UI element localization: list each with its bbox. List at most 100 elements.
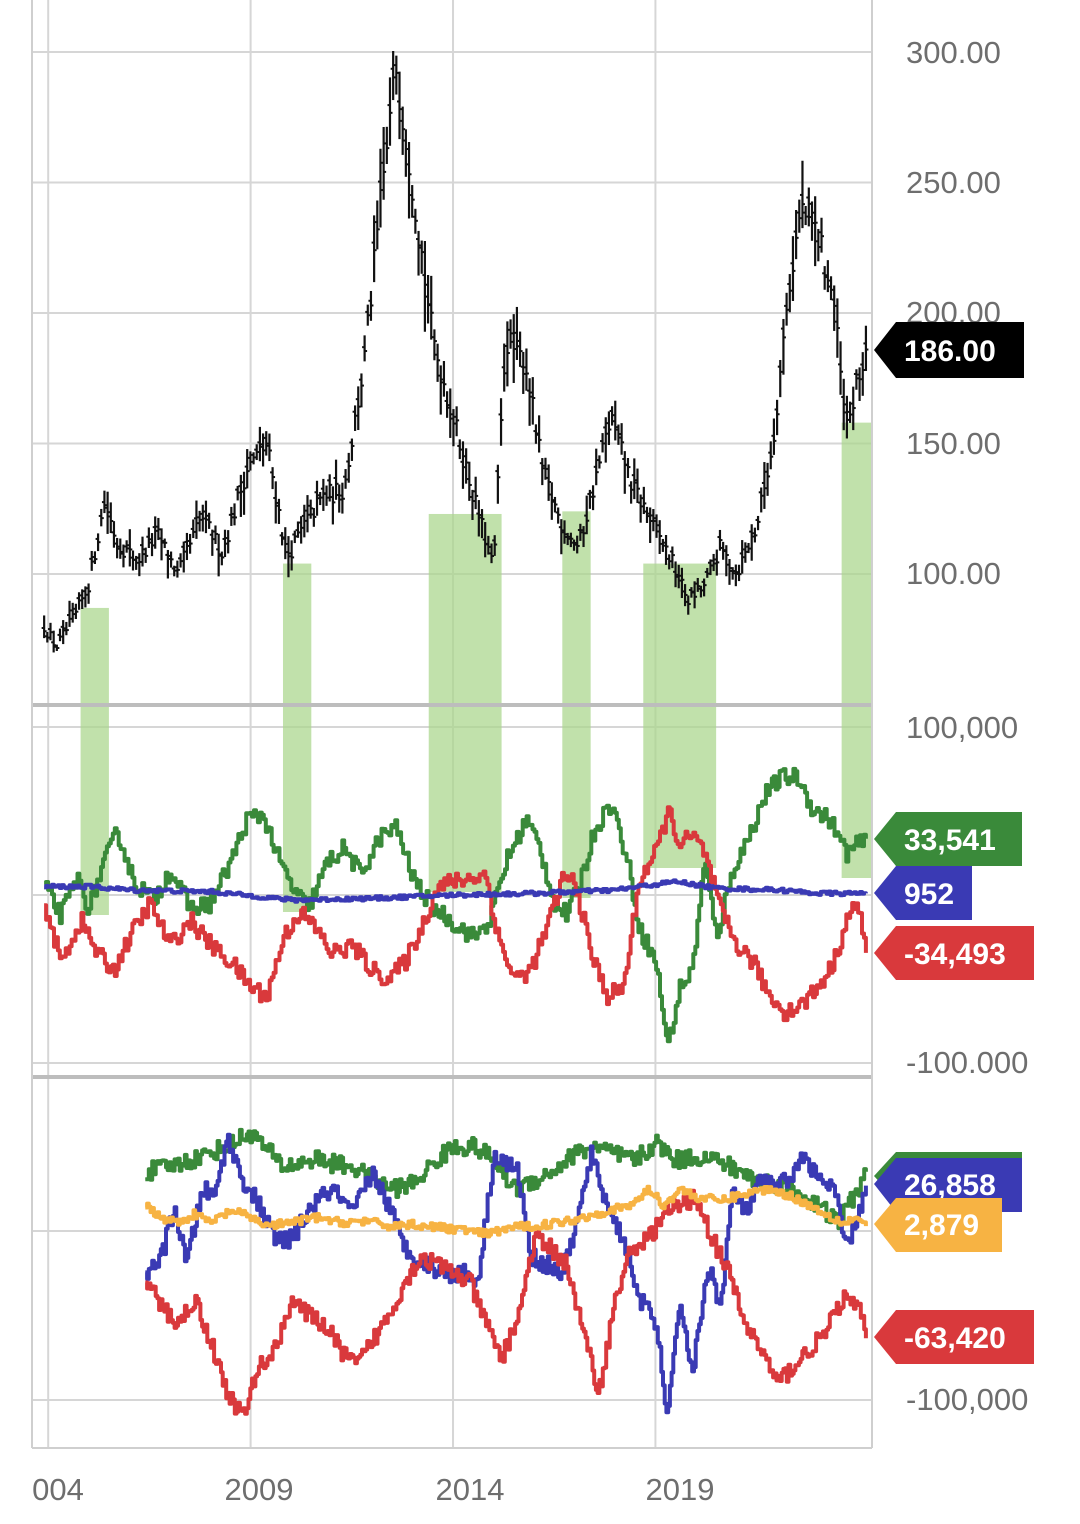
price-bar [67,600,73,627]
price-bar [425,275,431,324]
price-bar [444,391,450,418]
price-bar [124,540,130,553]
price-bar [517,331,523,367]
price-bar [105,491,111,534]
price-bar [546,464,552,501]
price-bar [530,377,536,425]
price-bar [51,630,57,653]
panel1-blue-last-tag: 952 [874,866,972,920]
net-position-lines [44,766,868,1416]
price-bar [644,506,650,523]
price-bar [815,228,821,262]
panel2-red-series [145,1188,868,1416]
price-bar [232,503,238,526]
price-bar [473,476,479,510]
price-bar [266,433,272,462]
price-bar [768,441,774,470]
price-bar [619,423,625,455]
price-bar [609,406,615,426]
price-bar [111,521,117,548]
price-bar [682,584,688,607]
price-bar [387,77,393,146]
x-tick-2009: 2009 [225,1472,294,1507]
price-bar [282,527,288,560]
axes [31,0,873,1449]
price-bar [596,455,602,469]
price-bar [330,486,336,525]
price-bar [374,200,380,250]
price-bar [853,369,859,390]
price-bar [657,520,663,554]
panel1-green-tag-shape [874,812,1022,866]
price-bar [241,471,247,515]
price-bar [761,462,767,509]
price-bar [120,544,126,568]
price-bar [504,321,510,387]
price-bar [209,529,215,556]
price-bar [390,50,396,101]
price-bar [527,378,533,426]
price-bar [714,549,720,576]
price-bar [479,509,485,539]
price-bar [384,126,390,165]
price-bar [143,547,149,563]
price-bar [368,290,374,321]
price-bar [752,527,758,543]
price-bar [441,361,447,397]
price-last-value-tag: 186.00 [874,322,1024,378]
price-bar [685,595,691,615]
panel1-red-series [44,805,868,1023]
panel2-orange-tag-shape [874,1198,1002,1252]
price-bar [362,335,368,362]
panel1-blue-tag-shape [874,866,972,920]
price-bar [244,449,250,489]
price-bar [539,458,545,486]
price-ohlc-bars [41,50,869,653]
price-bar [228,506,234,526]
price-bar [273,481,279,524]
price-bar [409,185,415,218]
price-bar [742,542,748,563]
price-bar [622,451,628,494]
price-bar [295,521,301,538]
price-bar [320,478,326,511]
price-bar [511,314,517,383]
price-bar [190,519,196,539]
panel1-blue-series [44,878,868,904]
price-bar [736,564,742,582]
price-bar [327,474,333,502]
price-bar [178,553,184,568]
panel1-green-tag-label: 33,541 [904,824,996,857]
price-bar [270,467,276,490]
price-bar [146,527,152,548]
price-bar [660,538,666,552]
price-bar [806,187,812,227]
price-bar [568,532,574,548]
price-bar [159,528,165,561]
price-bar [457,439,463,460]
panel2-orange-last-tag: 2,879 [874,1198,1002,1252]
price-bar [397,71,403,140]
price-bar [796,199,802,233]
highlight-band-5 [643,563,717,868]
price-tick-150: 150.00 [906,426,1001,461]
price-bar [136,553,142,577]
price-bar [679,567,685,599]
price-bar [193,500,199,539]
price-bar [403,129,409,177]
price-bar [79,589,85,609]
price-bar [393,55,399,95]
price-bar [292,530,298,544]
price-bar [498,398,504,446]
price-bar [508,319,514,349]
price-bar [850,386,856,431]
price-bar [422,240,428,332]
panel2-red-tag-shape [874,1310,1034,1364]
price-bar [200,504,206,532]
price-bar [641,486,647,515]
price-bar [235,485,241,501]
price-bar [333,459,339,500]
panel1-blue-tag-label: 952 [904,878,954,911]
price-bar [593,448,599,486]
price-bar [412,208,418,234]
